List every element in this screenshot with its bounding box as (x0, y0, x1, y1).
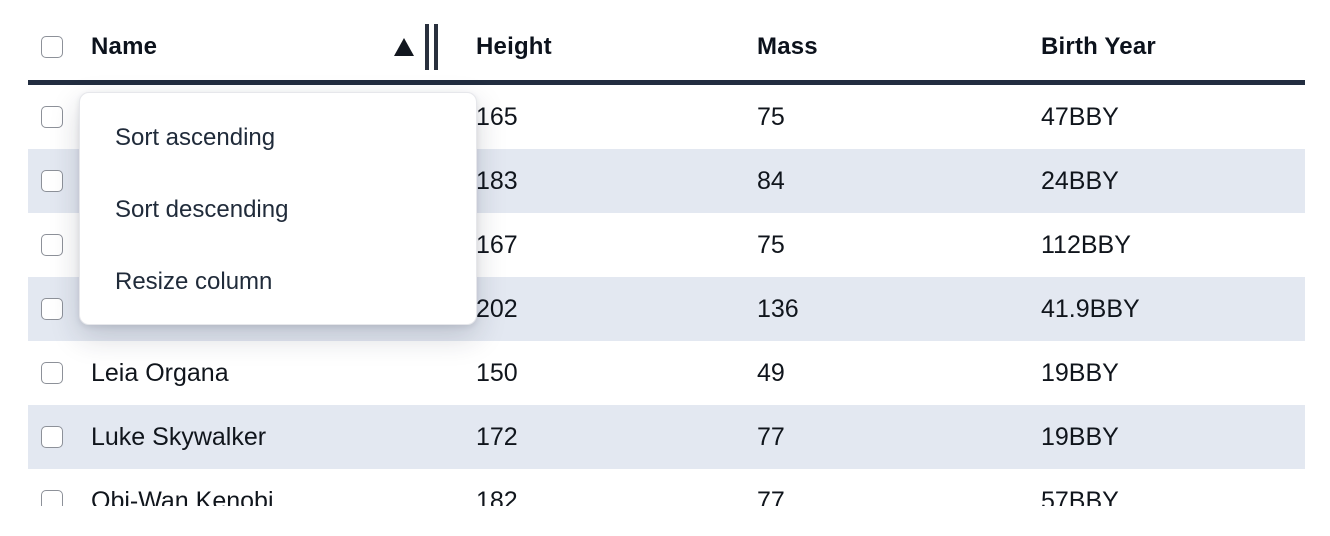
select-all-checkbox[interactable] (41, 36, 63, 58)
row-checkbox[interactable] (41, 234, 63, 256)
cell-name: Leia Organa (91, 358, 229, 387)
row-select-cell (28, 362, 91, 384)
cell-birth-year: 19BBY (1041, 422, 1119, 451)
cell-name: Luke Skywalker (91, 422, 267, 451)
column-header-mass[interactable]: Mass (721, 33, 1002, 61)
column-header-birth-year-label: Birth Year (1041, 33, 1156, 60)
row-select-cell (28, 298, 91, 320)
row-checkbox[interactable] (41, 170, 63, 192)
column-context-menu: Sort ascending Sort descending Resize co… (79, 92, 477, 325)
cell-height: 172 (476, 422, 518, 451)
column-resize-handle-icon[interactable] (425, 24, 438, 70)
row-select-cell (28, 170, 91, 192)
resize-bar (425, 24, 429, 70)
column-header-birth-year[interactable]: Birth Year (1002, 33, 1305, 61)
row-select-cell (28, 426, 91, 448)
menu-item-sort-descending[interactable]: Sort descending (115, 196, 289, 223)
cell-height: 165 (476, 102, 518, 131)
row-select-cell (28, 106, 91, 128)
menu-item-sort-ascending[interactable]: Sort ascending (115, 124, 276, 151)
row-checkbox[interactable] (41, 362, 63, 384)
cell-height: 150 (476, 358, 518, 387)
row-checkbox[interactable] (41, 298, 63, 320)
cell-name: Obi-Wan Kenobi (91, 486, 274, 507)
cell-birth-year: 19BBY (1041, 358, 1119, 387)
cell-mass: 77 (757, 422, 785, 451)
table-header-row: Name Height Mass Birth Year (28, 0, 1305, 85)
cell-mass: 75 (757, 102, 785, 131)
row-checkbox[interactable] (41, 426, 63, 448)
cell-mass: 77 (757, 486, 785, 507)
column-header-height[interactable]: Height (440, 33, 721, 61)
column-header-height-label: Height (476, 33, 552, 60)
select-all-cell (28, 36, 91, 58)
row-select-cell (28, 490, 91, 506)
column-header-mass-label: Mass (757, 33, 818, 60)
menu-item-resize-column[interactable]: Resize column (115, 268, 273, 295)
cell-mass: 136 (757, 294, 799, 323)
cell-birth-year: 112BBY (1041, 230, 1131, 259)
column-header-name[interactable]: Name (91, 24, 440, 70)
column-header-name-label: Name (91, 33, 158, 60)
cell-height: 182 (476, 486, 518, 507)
row-checkbox[interactable] (41, 490, 63, 506)
cell-birth-year: 24BBY (1041, 166, 1119, 195)
cell-birth-year: 41.9BBY (1041, 294, 1140, 323)
cell-mass: 75 (757, 230, 785, 259)
cell-birth-year: 47BBY (1041, 102, 1119, 131)
cell-mass: 49 (757, 358, 785, 387)
row-checkbox[interactable] (41, 106, 63, 128)
cell-height: 183 (476, 166, 518, 195)
sort-ascending-icon[interactable] (394, 38, 414, 56)
cell-mass: 84 (757, 166, 785, 195)
resize-bar (434, 24, 438, 70)
row-select-cell (28, 234, 91, 256)
table-row[interactable]: Obi-Wan Kenobi 182 77 57BBY (28, 469, 1305, 506)
cell-birth-year: 57BBY (1041, 486, 1119, 507)
cell-height: 202 (476, 294, 518, 323)
cell-height: 167 (476, 230, 518, 259)
table-row[interactable]: Leia Organa 150 49 19BBY (28, 341, 1305, 405)
table-row[interactable]: Luke Skywalker 172 77 19BBY (28, 405, 1305, 469)
